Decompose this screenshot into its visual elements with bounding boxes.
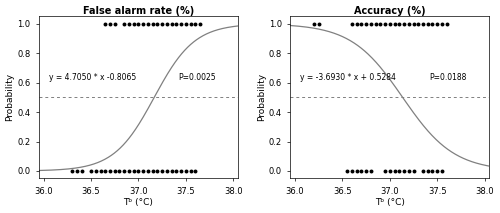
Point xyxy=(102,22,110,25)
Point xyxy=(130,22,138,25)
Y-axis label: Probability: Probability xyxy=(257,73,266,121)
Point xyxy=(390,22,398,25)
Point xyxy=(358,22,366,25)
Point xyxy=(419,169,427,173)
Point xyxy=(92,169,100,173)
Point xyxy=(381,169,389,173)
Point xyxy=(139,169,147,173)
Point xyxy=(148,169,156,173)
Point xyxy=(158,22,166,25)
Point xyxy=(120,169,128,173)
Point xyxy=(405,22,413,25)
Point xyxy=(177,169,185,173)
Point xyxy=(372,22,380,25)
Point xyxy=(396,22,404,25)
Point xyxy=(386,22,394,25)
Point xyxy=(106,169,114,173)
Point xyxy=(163,169,171,173)
Point xyxy=(424,169,432,173)
Point xyxy=(139,22,147,25)
Point xyxy=(125,169,133,173)
Point xyxy=(106,22,114,25)
Title: False alarm rate (%): False alarm rate (%) xyxy=(83,6,194,16)
Text: P=0.0188: P=0.0188 xyxy=(430,73,467,82)
Point xyxy=(177,22,185,25)
Point xyxy=(438,169,446,173)
Point xyxy=(381,22,389,25)
Point xyxy=(192,169,200,173)
Point xyxy=(390,169,398,173)
Point xyxy=(144,22,152,25)
Point xyxy=(352,22,360,25)
Point xyxy=(144,169,152,173)
Text: P=0.0025: P=0.0025 xyxy=(178,73,216,82)
Point xyxy=(68,169,76,173)
Point xyxy=(110,169,118,173)
Point xyxy=(110,22,118,25)
Point xyxy=(134,22,142,25)
Point xyxy=(172,169,180,173)
Point xyxy=(186,169,194,173)
Point xyxy=(87,169,95,173)
Point xyxy=(182,22,190,25)
Point xyxy=(163,22,171,25)
Point xyxy=(158,169,166,173)
Point xyxy=(442,22,450,25)
Text: y = -3.6930 * x + 0.5284: y = -3.6930 * x + 0.5284 xyxy=(300,73,396,82)
Title: Accuracy (%): Accuracy (%) xyxy=(354,6,426,16)
Point xyxy=(376,22,384,25)
Point xyxy=(352,169,360,173)
Point xyxy=(186,22,194,25)
Point xyxy=(410,22,418,25)
Text: y = 4.7050 * x -0.8065: y = 4.7050 * x -0.8065 xyxy=(49,73,136,82)
Point xyxy=(396,169,404,173)
Point xyxy=(154,169,162,173)
Point xyxy=(362,169,370,173)
Point xyxy=(116,169,124,173)
Point xyxy=(433,22,441,25)
Point xyxy=(130,169,138,173)
X-axis label: Tᵇ (°C): Tᵇ (°C) xyxy=(375,199,405,207)
Point xyxy=(96,169,104,173)
Point xyxy=(134,169,142,173)
Point xyxy=(348,22,356,25)
Point xyxy=(314,22,322,25)
Point xyxy=(410,169,418,173)
Point xyxy=(73,169,81,173)
Point xyxy=(367,22,375,25)
Point xyxy=(400,169,408,173)
Point xyxy=(414,22,422,25)
Point xyxy=(148,22,156,25)
Point xyxy=(154,22,162,25)
Point xyxy=(348,169,356,173)
Point xyxy=(102,169,110,173)
Point xyxy=(168,169,175,173)
Point xyxy=(172,22,180,25)
Point xyxy=(125,22,133,25)
Point xyxy=(433,169,441,173)
Point xyxy=(78,169,86,173)
Point xyxy=(386,169,394,173)
Point xyxy=(168,22,175,25)
Point xyxy=(400,22,408,25)
Y-axis label: Probability: Probability xyxy=(6,73,15,121)
Point xyxy=(428,22,436,25)
Point xyxy=(362,22,370,25)
Point xyxy=(358,169,366,173)
Point xyxy=(182,169,190,173)
Point xyxy=(120,22,128,25)
Point xyxy=(405,169,413,173)
Point xyxy=(196,22,204,25)
Point xyxy=(310,22,318,25)
Point xyxy=(424,22,432,25)
Point xyxy=(367,169,375,173)
Point xyxy=(419,22,427,25)
X-axis label: Tᵇ (°C): Tᵇ (°C) xyxy=(124,199,154,207)
Point xyxy=(343,169,351,173)
Point xyxy=(428,169,436,173)
Point xyxy=(438,22,446,25)
Point xyxy=(192,22,200,25)
